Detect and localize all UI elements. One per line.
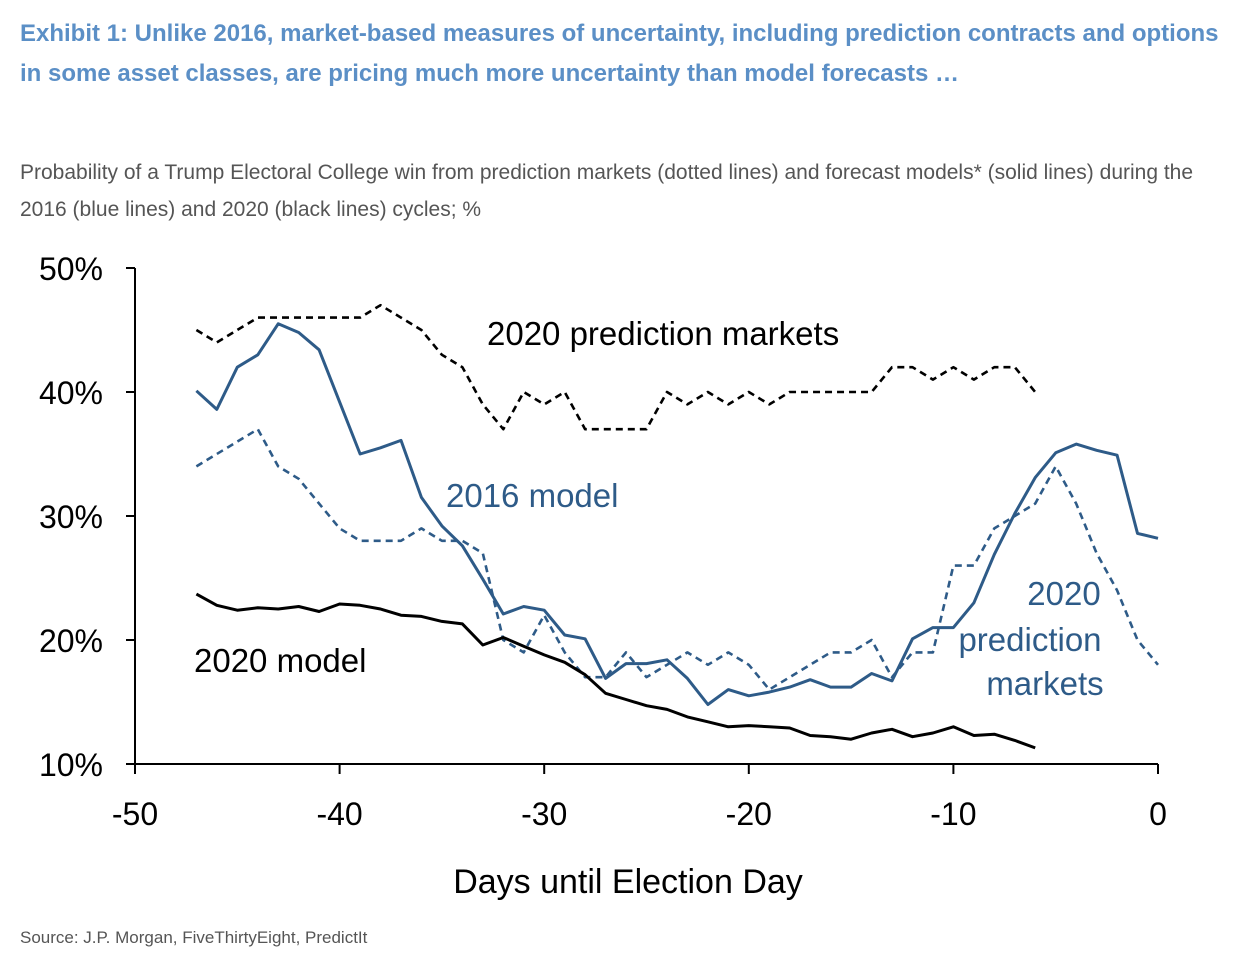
label-2016-prediction-markets-line2: prediction [958, 621, 1101, 658]
x-tick-label: -30 [521, 796, 567, 832]
y-tick-label: 10% [39, 747, 103, 783]
chart-axes: 10% 20% 30% 40% 50% -50 -40 -30 -20 -10 0 [39, 251, 1167, 832]
x-axis-title: Days until Election Day [453, 863, 803, 901]
y-tick-label: 30% [39, 499, 103, 535]
series-line-pm2020 [195, 303, 1037, 431]
line-chart: 10% 20% 30% 40% 50% -50 -40 -30 -20 -10 0 2020 pre… [39, 251, 1167, 901]
y-tick-label: 40% [39, 375, 103, 411]
chart-plot-area [195, 303, 1160, 750]
x-tick-label: -20 [726, 796, 772, 832]
x-tick-label: -10 [930, 796, 976, 832]
chart-title: Exhibit 1: Unlike 2016, market-based mea… [20, 20, 1219, 87]
series-line-model2016 [195, 322, 1159, 706]
label-2016-model: 2016 model [446, 477, 618, 514]
x-tick-label: -40 [316, 796, 362, 832]
label-2016-prediction-markets-line1: 2020 [1027, 575, 1100, 612]
y-tick-label: 50% [39, 251, 103, 287]
chart-subtitle: Probability of a Trump Electoral College… [20, 161, 1194, 221]
series-line-pm2016 [195, 427, 1160, 691]
x-tick-label: -50 [112, 796, 158, 832]
x-tick-label: 0 [1149, 796, 1167, 832]
label-2020-prediction-markets: 2020 prediction markets [487, 315, 839, 352]
label-2016-prediction-markets-line3: markets [986, 665, 1103, 702]
chart-annotations: 2020 prediction markets 2016 model 2020 … [194, 315, 1104, 702]
series-line-model2020 [195, 592, 1036, 750]
source-note: Source: J.P. Morgan, FiveThirtyEight, Pr… [20, 928, 368, 947]
y-tick-label: 20% [39, 623, 103, 659]
label-2020-model: 2020 model [194, 642, 366, 679]
